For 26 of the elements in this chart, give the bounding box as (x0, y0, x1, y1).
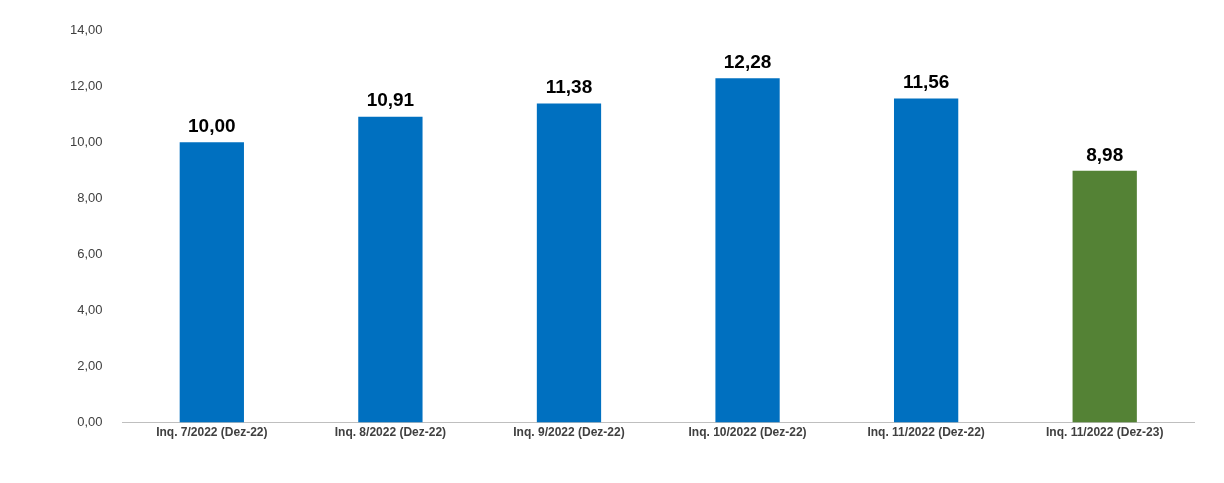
data-label: 10,91 (366, 89, 415, 111)
x-tick-label: Inq. 9/2022 (Dez-22) (513, 425, 625, 440)
data-label: 11,38 (545, 76, 593, 98)
bar (536, 103, 602, 423)
y-tick-label: 12,00 (69, 77, 103, 93)
y-tick-label: 0,00 (77, 414, 103, 430)
x-tick-label: Inq. 10/2022 (Dez-22) (688, 425, 807, 440)
bar (715, 78, 780, 423)
x-tick-label: Inq. 8/2022 (Dez-22) (334, 425, 447, 440)
x-tick-label: Inq. 7/2022 (Dez-22) (156, 425, 268, 440)
y-tick-label: 2,00 (77, 358, 103, 374)
bar (1072, 170, 1137, 423)
data-label: 11,56 (902, 71, 950, 93)
y-tick-label: 6,00 (77, 245, 103, 261)
data-label: 8,98 (1086, 143, 1124, 165)
y-tick-label: 14,00 (69, 21, 103, 37)
bar (893, 98, 959, 423)
y-tick-label: 10,00 (69, 133, 103, 149)
bar (179, 142, 244, 423)
y-tick-label: 4,00 (77, 302, 103, 318)
bar (358, 116, 423, 423)
y-tick-label: 8,00 (77, 189, 103, 205)
x-tick-label: Inq. 11/2022 (Dez-23) (1046, 425, 1164, 440)
data-label: 10,00 (188, 114, 236, 136)
x-tick-label: Inq. 11/2022 (Dez-22) (867, 425, 985, 440)
data-label: 12,28 (723, 50, 772, 72)
